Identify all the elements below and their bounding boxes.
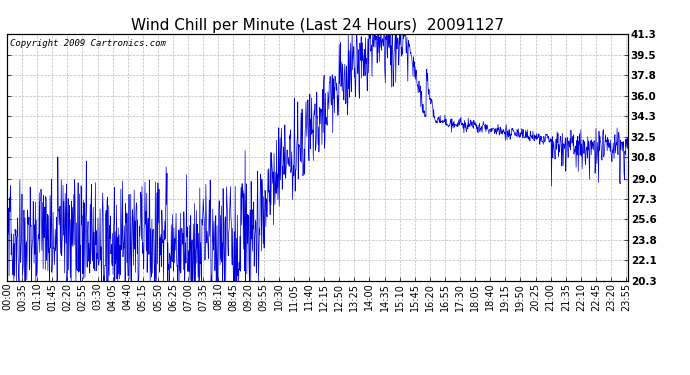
Title: Wind Chill per Minute (Last 24 Hours)  20091127: Wind Chill per Minute (Last 24 Hours) 20… (131, 18, 504, 33)
Text: Copyright 2009 Cartronics.com: Copyright 2009 Cartronics.com (10, 39, 166, 48)
